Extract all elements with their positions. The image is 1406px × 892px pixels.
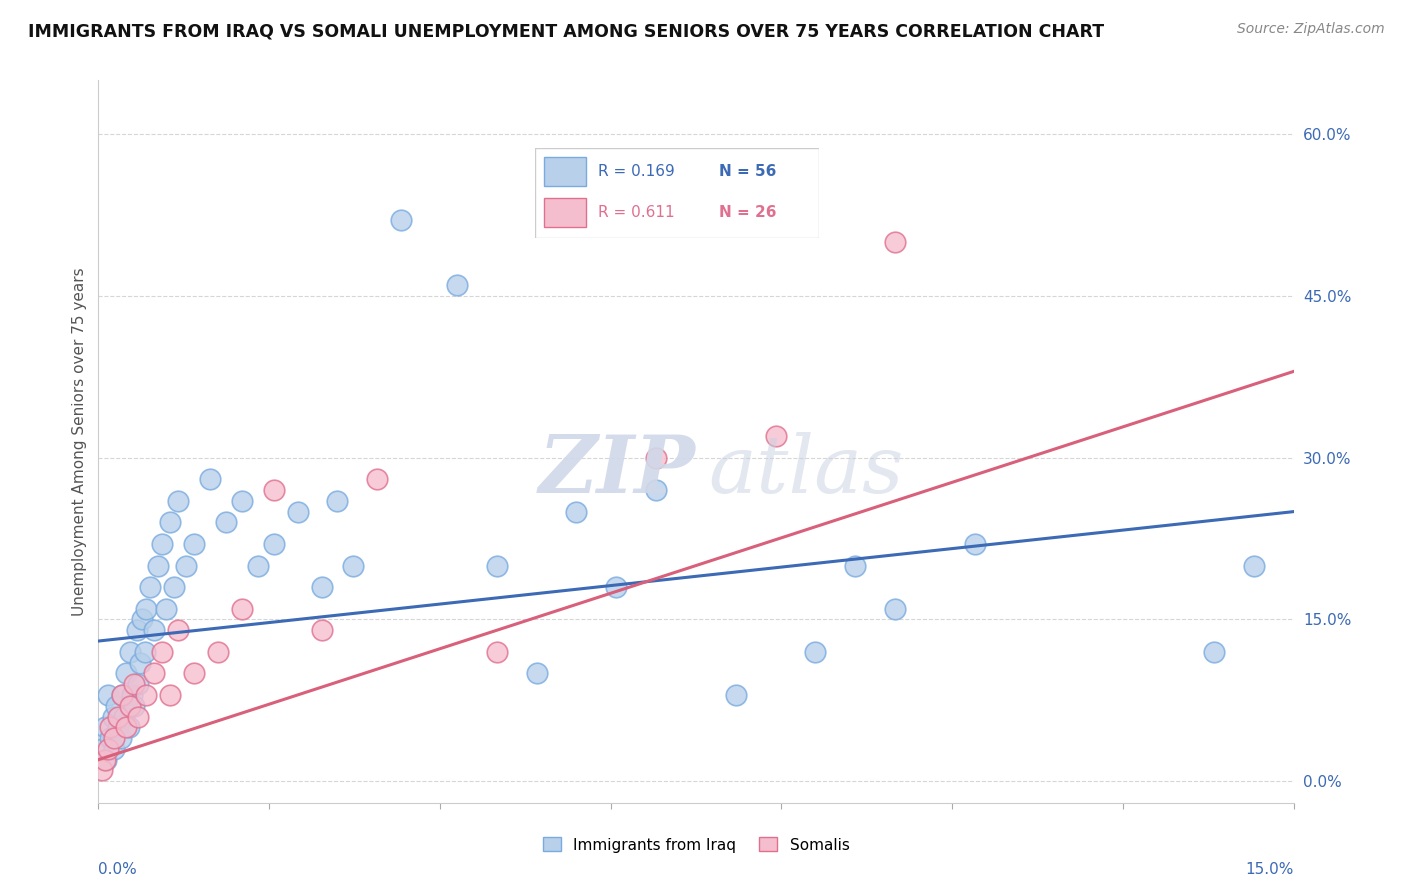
Text: R = 0.169: R = 0.169 [598, 164, 675, 179]
Point [107, 709, 129, 723]
Point [174, 558, 197, 573]
Text: Source: ZipAtlas.com: Source: ZipAtlas.com [1237, 22, 1385, 37]
Point [91, 742, 114, 756]
Point [246, 558, 269, 573]
Point [167, 624, 190, 638]
Point [124, 698, 146, 713]
Point [111, 688, 134, 702]
Point [389, 213, 412, 227]
Point [263, 537, 285, 551]
Point [884, 601, 907, 615]
Point [163, 580, 186, 594]
Point [120, 698, 142, 713]
Text: N = 56: N = 56 [720, 164, 778, 179]
Point [485, 645, 508, 659]
Point [139, 580, 162, 594]
Point [326, 493, 349, 508]
Point [125, 624, 148, 638]
Point [103, 742, 125, 756]
Point [287, 505, 309, 519]
Bar [544, 198, 586, 227]
Point [110, 731, 132, 745]
Point [207, 645, 229, 659]
Legend: Immigrants from Iraq, Somalis: Immigrants from Iraq, Somalis [534, 830, 858, 860]
Point [103, 731, 125, 745]
Point [155, 601, 177, 615]
Point [107, 720, 129, 734]
Point [963, 537, 986, 551]
Point [115, 666, 138, 681]
Point [183, 666, 205, 681]
Point [231, 601, 253, 615]
Point [127, 677, 149, 691]
Point [366, 472, 388, 486]
Point [765, 429, 787, 443]
Text: 0.0%: 0.0% [98, 862, 138, 877]
Point [1202, 645, 1225, 659]
Bar [544, 157, 586, 186]
Point [605, 580, 627, 594]
Point [1243, 558, 1265, 573]
Point [94, 753, 117, 767]
Point [91, 764, 114, 778]
Point [263, 483, 285, 497]
Point [167, 493, 190, 508]
Point [311, 580, 333, 594]
Point [124, 677, 146, 691]
Point [96, 753, 118, 767]
Text: atlas: atlas [709, 432, 903, 509]
Point [135, 601, 157, 615]
Y-axis label: Unemployment Among Seniors over 75 years: Unemployment Among Seniors over 75 years [72, 268, 87, 615]
Point [135, 688, 157, 702]
Point [101, 709, 124, 723]
Text: ZIP: ZIP [538, 432, 696, 509]
Point [198, 472, 221, 486]
Text: 15.0%: 15.0% [1246, 862, 1294, 877]
Point [97, 688, 120, 702]
Point [844, 558, 866, 573]
Point [127, 709, 149, 723]
Point [128, 656, 150, 670]
Point [143, 624, 166, 638]
Point [159, 516, 181, 530]
Point [98, 731, 122, 745]
Point [143, 666, 166, 681]
Point [150, 537, 173, 551]
Point [342, 558, 364, 573]
Point [97, 742, 120, 756]
Point [565, 505, 588, 519]
Point [112, 709, 135, 723]
Point [183, 537, 205, 551]
Point [724, 688, 747, 702]
Point [120, 645, 142, 659]
Point [526, 666, 548, 681]
Point [121, 688, 143, 702]
Text: N = 26: N = 26 [720, 205, 778, 220]
Text: IMMIGRANTS FROM IRAQ VS SOMALI UNEMPLOYMENT AMONG SENIORS OVER 75 YEARS CORRELAT: IMMIGRANTS FROM IRAQ VS SOMALI UNEMPLOYM… [28, 22, 1104, 40]
Point [884, 235, 907, 249]
Point [111, 688, 134, 702]
Point [804, 645, 827, 659]
Point [645, 450, 668, 465]
Point [148, 558, 170, 573]
Point [446, 278, 468, 293]
Point [485, 558, 508, 573]
Point [645, 483, 668, 497]
Point [311, 624, 333, 638]
Point [98, 720, 122, 734]
Point [215, 516, 238, 530]
Point [104, 698, 127, 713]
Point [94, 720, 117, 734]
Point [150, 645, 173, 659]
Point [159, 688, 181, 702]
Point [231, 493, 253, 508]
Point [118, 720, 141, 734]
Text: R = 0.611: R = 0.611 [598, 205, 675, 220]
Point [115, 720, 138, 734]
Point [131, 612, 153, 626]
Point [134, 645, 156, 659]
